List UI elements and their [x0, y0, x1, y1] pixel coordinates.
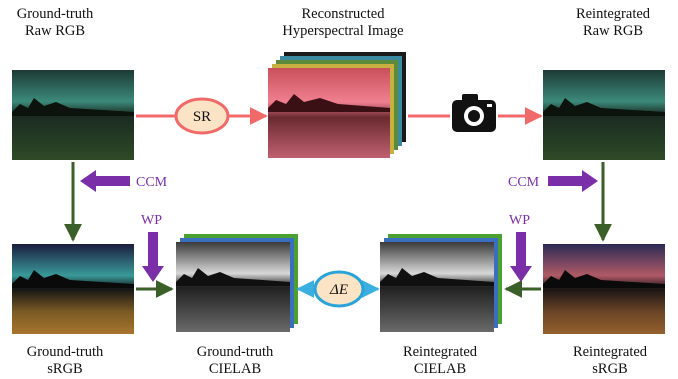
wp-left-label: WP — [141, 213, 162, 228]
label-reintegrated-raw-rgb: Reintegrated Raw RGB — [575, 6, 651, 39]
reintegrated-srgb-image — [543, 244, 665, 334]
delta-e-node: ΔE — [313, 270, 365, 308]
camera-icon — [452, 94, 496, 132]
label-ground-truth-srgb: Ground-truth sRGB — [26, 344, 104, 377]
wp-left-arrow — [142, 232, 164, 282]
label-ground-truth-cielab: Ground-truth CIELAB — [196, 344, 274, 377]
ccm-right-arrow — [548, 170, 598, 192]
hyperspectral-stack — [268, 52, 406, 158]
sr-node: SR — [174, 97, 230, 135]
ccm-left-label: CCM — [136, 175, 168, 190]
wp-right-label: WP — [509, 213, 530, 228]
delta-e-label: ΔE — [329, 282, 348, 298]
ground-truth-raw-rgb-image — [12, 70, 134, 160]
reintegrated-cielab-stack — [380, 234, 502, 332]
ground-truth-cielab-stack — [176, 234, 298, 332]
sr-label: SR — [193, 109, 211, 125]
label-ground-truth-raw-rgb: Ground-truth Raw RGB — [16, 6, 94, 39]
ccm-left-arrow — [80, 170, 130, 192]
label-reintegrated-srgb: Reintegrated sRGB — [572, 344, 648, 377]
label-reconstructed-hsi: Reconstructed Hyperspectral Image — [282, 6, 404, 39]
reintegrated-raw-rgb-image — [543, 70, 665, 160]
ground-truth-srgb-image — [12, 244, 134, 334]
wp-right-arrow — [510, 232, 532, 282]
ccm-right-label: CCM — [508, 175, 540, 190]
label-reintegrated-cielab: Reintegrated CIELAB — [402, 344, 478, 377]
